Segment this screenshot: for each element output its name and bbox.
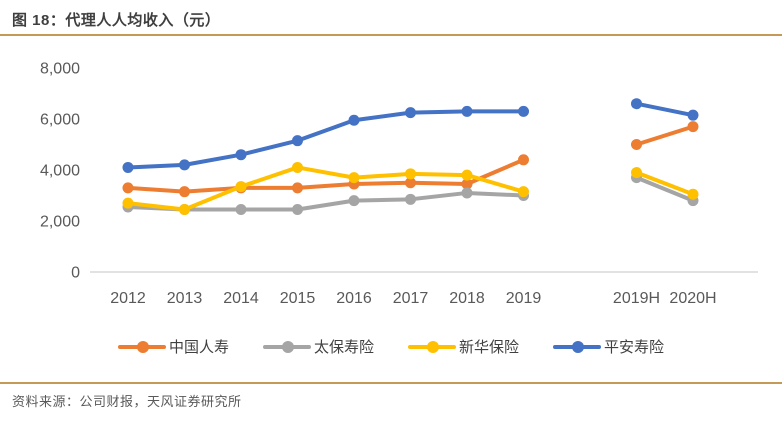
- x-axis-tick-label: 2015: [280, 290, 316, 307]
- legend-label: 平安寿险: [604, 339, 665, 356]
- series-line: [126, 109, 526, 170]
- data-point: [348, 172, 360, 184]
- source-note: 资料来源：公司财报，天风证券研究所: [12, 394, 242, 409]
- series-line: [126, 157, 526, 194]
- legend-item-taibaoshouxian: 太保寿险: [262, 336, 374, 357]
- y-axis-tick-label: 8,000: [40, 61, 80, 78]
- x-axis-tick-label: 2017: [393, 290, 429, 307]
- y-axis-tick-label: 4,000: [40, 163, 80, 180]
- data-point: [461, 187, 473, 199]
- legend-label: 太保寿险: [313, 339, 374, 356]
- data-point: [292, 135, 303, 147]
- data-point: [631, 139, 642, 150]
- data-point: [405, 193, 416, 205]
- data-point: [518, 186, 529, 198]
- data-point: [405, 168, 416, 180]
- data-point: [687, 121, 699, 133]
- x-axis-tick-label: 2016: [336, 290, 372, 307]
- data-point: [518, 105, 529, 117]
- legend-marker-icon: [117, 340, 166, 353]
- data-point: [348, 195, 360, 207]
- data-point: [235, 204, 247, 216]
- series-line: [634, 124, 695, 147]
- data-point: [235, 149, 247, 161]
- data-point: [461, 169, 473, 181]
- series-line: [126, 165, 526, 212]
- legend-label: 新华保险: [459, 339, 520, 356]
- data-point: [687, 109, 699, 121]
- x-axis-tick-label: 2018: [449, 290, 485, 307]
- data-point: [122, 182, 134, 194]
- data-point: [405, 107, 416, 119]
- y-axis-tick-label: 2,000: [40, 214, 80, 231]
- x-axis-tick-label: 2019H: [613, 290, 660, 307]
- x-axis-tick-label: 2014: [223, 290, 259, 307]
- data-point: [461, 178, 473, 190]
- data-point: [687, 188, 699, 200]
- data-point: [405, 177, 416, 189]
- legend-marker-icon: [262, 340, 311, 353]
- title-divider: [0, 34, 782, 36]
- data-point: [235, 181, 247, 193]
- data-point: [292, 204, 303, 216]
- y-axis-tick-label: 0: [71, 265, 80, 282]
- x-axis-tick-label: 2013: [167, 290, 203, 307]
- footer-divider: [0, 382, 782, 384]
- legend-label: 中国人寿: [168, 339, 229, 356]
- series-line: [634, 101, 695, 118]
- data-point: [631, 98, 642, 110]
- legend-item-pinganshouxian: 平安寿险: [553, 336, 664, 357]
- legend-item-zhongguorenshou: 中国人寿: [117, 336, 229, 357]
- chart-legend: 中国人寿 太保寿险 新华保险 平安寿险: [0, 336, 782, 357]
- data-point: [179, 186, 190, 198]
- data-point: [631, 167, 642, 179]
- legend-marker-icon: [553, 340, 602, 353]
- data-point: [122, 197, 134, 209]
- series-line: [634, 175, 695, 203]
- line-chart: 0 2,000 4,000 6,000 8,000 2012 2013 2014 2015 201…: [40, 61, 758, 307]
- data-point: [292, 161, 303, 173]
- x-axis-tick-label: 2012: [110, 290, 146, 307]
- data-point: [461, 105, 473, 117]
- data-point: [518, 154, 529, 166]
- legend-item-xinhuabaoxian: 新华保险: [408, 336, 519, 357]
- data-point: [122, 161, 134, 173]
- data-point: [179, 204, 190, 216]
- series-line: [634, 170, 695, 197]
- data-point: [348, 114, 360, 126]
- x-axis-tick-label: 2019: [506, 290, 542, 307]
- legend-marker-icon: [408, 340, 456, 353]
- x-axis-tick-label: 2020H: [669, 290, 716, 307]
- data-point: [292, 182, 303, 194]
- data-point: [179, 159, 190, 171]
- y-axis-tick-label: 6,000: [40, 112, 80, 129]
- series-line: [126, 190, 526, 212]
- figure-title: 图 18：代理人人均收入（元）: [12, 12, 221, 29]
